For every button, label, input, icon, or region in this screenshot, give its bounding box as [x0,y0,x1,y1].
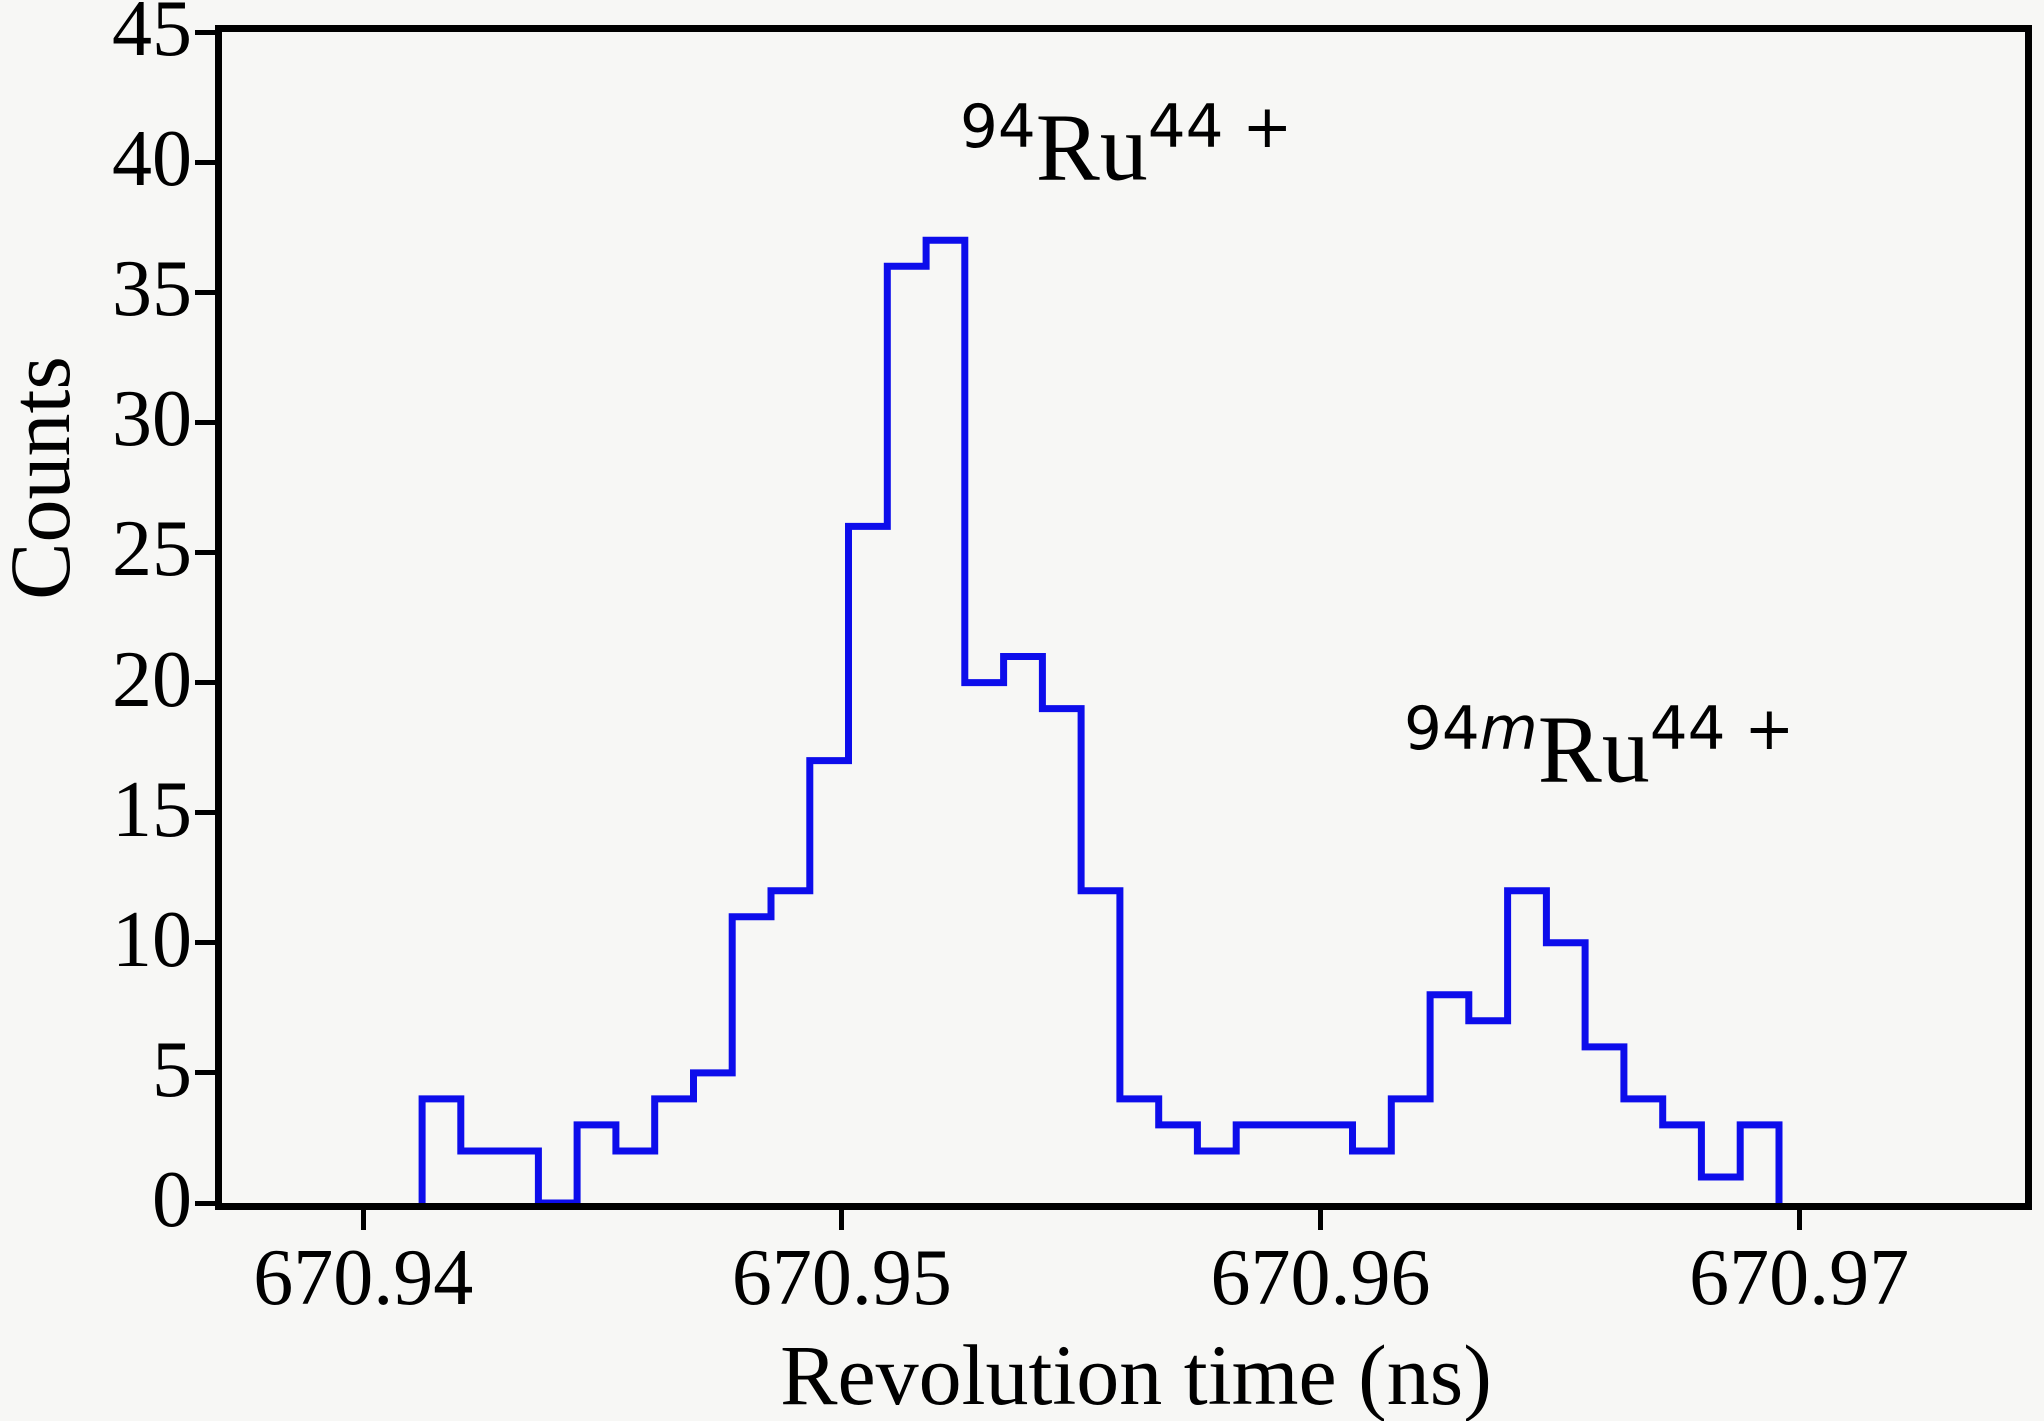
ru94-mass-superscript: 94 [960,93,1036,162]
ru94m-isomer-superscript: m [1479,695,1538,764]
y-tick-mark [195,940,215,946]
y-tick-mark [195,1070,215,1076]
y-tick-label: 40 [112,114,192,203]
y-tick-label: 25 [112,505,192,594]
ru94-charge-superscript: 44 + [1147,93,1293,162]
x-tick-label: 670.96 [1210,1234,1431,1322]
ru94-element: Ru [1035,93,1148,201]
annotation-ru94m: 94mRu44 + [1404,700,1794,798]
ru94m-element: Ru [1537,695,1650,803]
y-tick-mark [195,1200,215,1206]
plot-area [215,25,2032,1210]
y-tick-label: 35 [112,245,192,334]
ru94m-mass-superscript: 94 [1404,695,1480,764]
annotation-ru94: 94Ru44 + [960,98,1292,196]
x-axis-title: Revolution time (ns) [780,1327,1492,1421]
y-tick-mark [195,29,215,35]
y-tick-label: 20 [112,635,192,724]
y-tick-mark [195,680,215,686]
x-tick-label: 670.94 [253,1234,474,1322]
y-tick-label: 10 [112,895,192,984]
histogram-path [418,236,1783,1203]
x-tick-label: 670.97 [1689,1234,1910,1322]
y-tick-label: 0 [152,1155,192,1244]
y-tick-mark [195,419,215,425]
x-tick-mark [839,1210,845,1230]
y-tick-label: 30 [112,375,192,464]
y-tick-label: 15 [112,765,192,854]
y-tick-mark [195,289,215,295]
x-tick-mark [360,1210,366,1230]
x-tick-mark [1796,1210,1802,1230]
x-tick-label: 670.95 [731,1234,952,1322]
y-axis-title: Counts [0,356,88,600]
x-tick-mark [1317,1210,1323,1230]
y-tick-mark [195,159,215,165]
y-tick-label: 45 [112,0,192,73]
y-tick-label: 5 [152,1025,192,1114]
y-tick-mark [195,549,215,555]
y-tick-mark [195,810,215,816]
ru94m-charge-superscript: 44 + [1649,695,1795,764]
histogram-step-line [418,236,1783,1203]
